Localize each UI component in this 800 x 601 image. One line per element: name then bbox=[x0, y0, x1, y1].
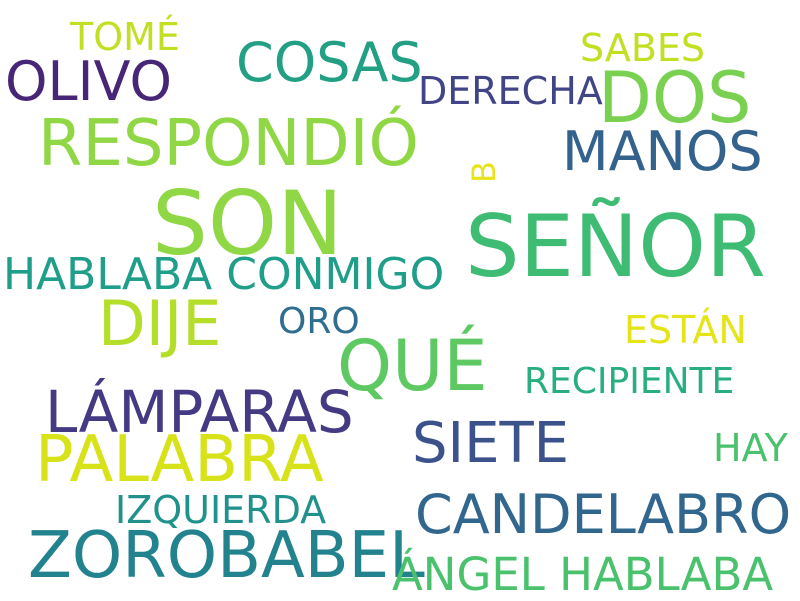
word-recipiente: RECIPIENTE bbox=[524, 361, 735, 402]
word-senor: SEÑOR bbox=[465, 197, 766, 297]
word-palabra: PALABRA bbox=[35, 423, 324, 497]
word-siete: SIETE bbox=[412, 411, 570, 476]
word-sabes: SABES bbox=[580, 26, 706, 70]
word-izquierda: IZQUIERDA bbox=[115, 488, 327, 532]
word-b: B bbox=[465, 161, 503, 183]
word-cosas: COSAS bbox=[236, 31, 423, 94]
word-estan: ESTÁN bbox=[624, 308, 747, 352]
word-oro: ORO bbox=[278, 301, 360, 342]
word-derecha: DERECHA bbox=[418, 69, 603, 113]
word-angel-hablaba: ÁNGEL HABLABA bbox=[392, 548, 774, 601]
word-son: SON bbox=[152, 172, 343, 275]
word-candelabro: CANDELABRO bbox=[415, 483, 792, 546]
word-lamparas: LÁMPARAS bbox=[45, 378, 354, 446]
word-tome: TOMÉ bbox=[70, 15, 180, 59]
word-dije: DIJE bbox=[98, 287, 222, 360]
word-hablaba-conmigo: HABLABA CONMIGO bbox=[3, 249, 445, 300]
word-manos: MANOS bbox=[562, 120, 763, 183]
word-olivo: OLIVO bbox=[5, 50, 173, 113]
word-dos: DOS bbox=[598, 57, 752, 139]
word-respondio: RESPONDIÓ bbox=[38, 107, 419, 181]
word-zorobabel: ZOROBABEL bbox=[28, 519, 425, 593]
word-que: QUÉ bbox=[337, 325, 488, 407]
word-hay: HAY bbox=[713, 426, 788, 470]
